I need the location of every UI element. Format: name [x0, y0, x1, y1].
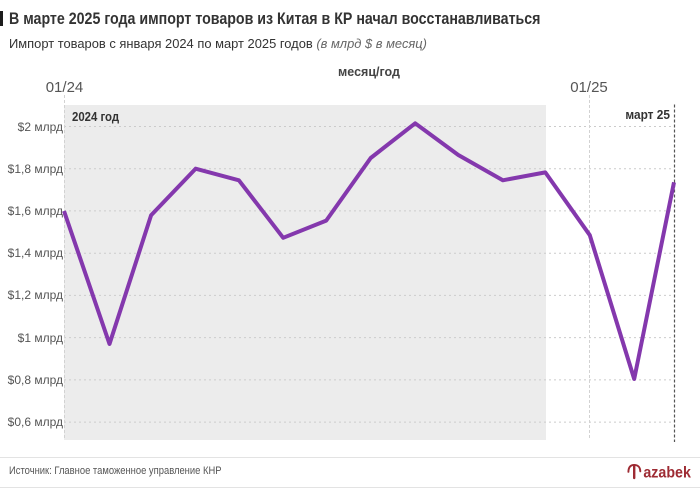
- svg-text:azabek: azabek: [643, 465, 691, 482]
